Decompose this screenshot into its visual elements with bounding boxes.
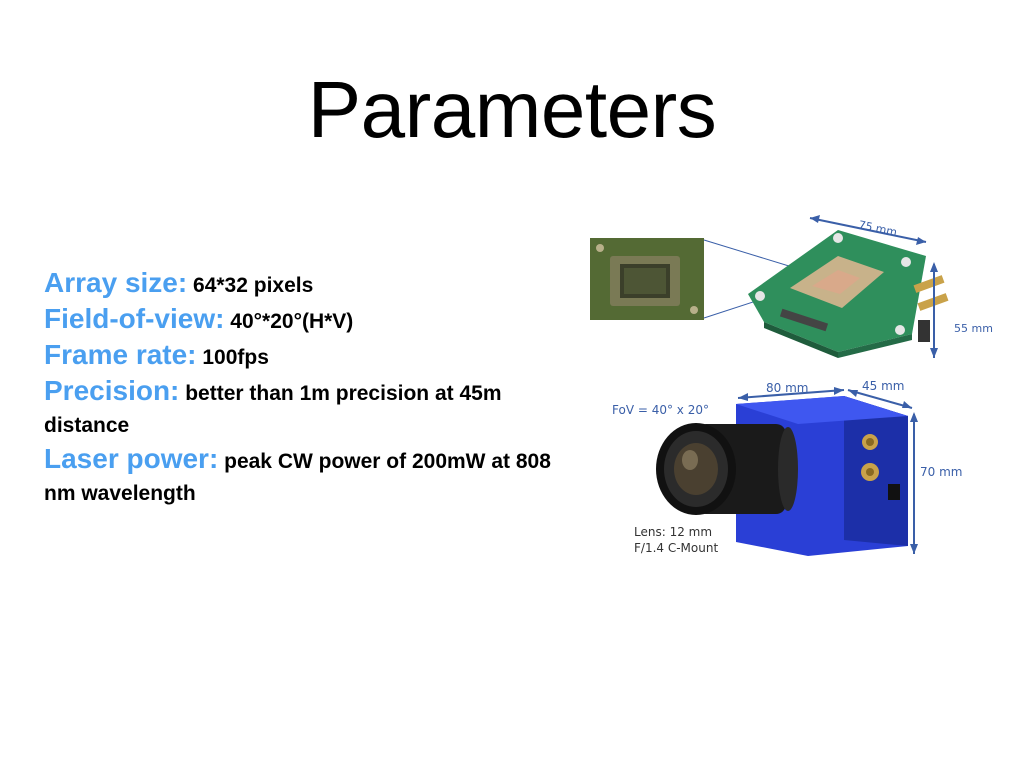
lens-spec-line2: F/1.4 C-Mount (634, 541, 718, 555)
param-value: better than 1m precision at 45m distance (44, 382, 502, 437)
board-width-dimension (809, 215, 927, 245)
camera-figure: FoV = 40° x 20° 80 mm 45 mm 70 mm Lens (612, 379, 962, 556)
fov-label: FoV = 40° x 20° (612, 403, 709, 417)
pcb-board (748, 230, 949, 358)
sensor-board-figure: 75 mm 55 mm (590, 215, 993, 358)
camera-height-label: 70 mm (920, 465, 962, 479)
camera-lens (656, 423, 798, 515)
camera-width-dimension (737, 387, 845, 401)
param-key: Precision: (44, 375, 180, 406)
param-key: Array size: (44, 267, 188, 298)
param-precision: Precision: better than 1m precision at 4… (44, 374, 574, 442)
lens-spec-line1: Lens: 12 mm (634, 525, 712, 539)
chip-closeup-photo (590, 238, 704, 320)
param-key: Frame rate: (44, 339, 197, 370)
camera-width-label: 80 mm (766, 381, 808, 395)
camera-depth-label: 45 mm (862, 379, 904, 393)
param-value: 64*32 pixels (187, 274, 314, 297)
param-value: 100fps (196, 346, 269, 369)
param-array-size: Array size: 64*32 pixels (44, 266, 574, 302)
param-frame-rate: Frame rate: 100fps (44, 338, 574, 374)
param-field-of-view: Field-of-view: 40°*20°(H*V) (44, 302, 574, 338)
camera-depth-dimension (847, 389, 913, 409)
board-depth-label: 55 mm (954, 322, 993, 335)
parameter-list: Array size: 64*32 pixels Field-of-view: … (44, 266, 574, 510)
board-depth-dimension (930, 262, 938, 358)
param-value: 40°*20°(H*V) (224, 310, 354, 333)
slide-title: Parameters (307, 65, 717, 154)
param-key: Field-of-view: (44, 303, 225, 334)
param-laser-power: Laser power: peak CW power of 200mW at 8… (44, 442, 574, 510)
param-key: Laser power: (44, 443, 219, 474)
board-width-label: 75 mm (857, 218, 898, 239)
param-value: peak CW power of 200mW at 808 nm wavelen… (44, 450, 551, 505)
camera-height-dimension (910, 412, 918, 554)
